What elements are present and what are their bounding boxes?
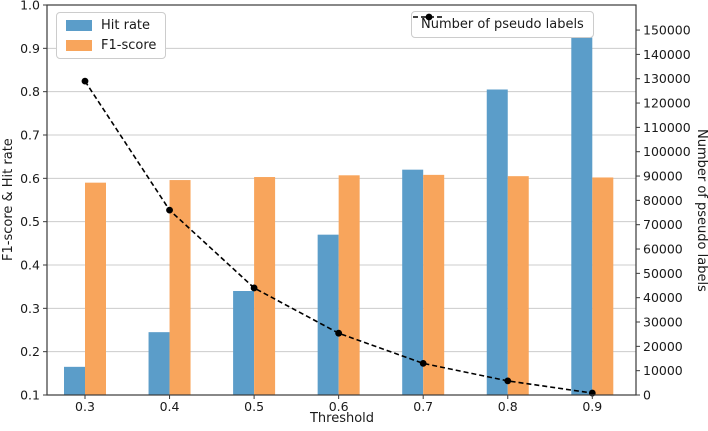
legend-item-f1-score: F1-score [66,38,156,53]
y-left-tick-label: 0.5 [20,214,40,229]
y-right-tick-label: 140000 [643,47,691,62]
legend-bars: Hit rate F1-score [56,12,167,59]
y-right-tick-label: 60000 [643,242,683,257]
y-right-tick-label: 50000 [643,266,683,281]
bar-f1-score [592,177,614,395]
x-tick-label: 0.4 [160,399,180,414]
y-left-tick-label: 0.6 [20,171,40,186]
y-right-tick-label: 40000 [643,290,683,305]
y-right-tick-label: 0 [643,388,651,403]
x-tick-label: 0.5 [244,399,264,414]
f1-score-swatch-icon [66,40,92,51]
bar-hit-rate [233,291,255,395]
legend-label-f1-score: F1-score [101,38,157,53]
bar-f1-score [85,182,106,395]
pseudo-labels-point [166,206,173,214]
y-left-tick-label: 0.2 [20,344,40,359]
x-tick-label: 0.7 [413,399,433,414]
bar-f1-score [169,180,191,395]
y-left-tick-label: 0.8 [20,84,40,99]
y-right-tick-label: 20000 [643,339,683,354]
y-right-tick-label: 120000 [643,96,691,111]
bar-hit-rate [148,332,170,395]
legend-line: Number of pseudo labels [411,11,594,38]
y-left-tick-label: 0.7 [20,128,40,143]
bar-f1-score [338,175,360,395]
legend-item-hit-rate: Hit rate [66,18,156,33]
x-tick-label: 0.9 [582,399,602,414]
x-tick-label: 0.8 [498,399,518,414]
pseudo-labels-point [81,77,89,85]
y-right-tick-label: 10000 [643,363,683,378]
y-right-tick-label: 150000 [643,23,691,38]
y-right-tick-label: 130000 [643,71,691,86]
y-left-tick-label: 1.0 [20,0,40,13]
pseudo-labels-point [335,329,343,337]
bar-f1-score [254,177,276,395]
y-axis-label-right: Number of pseudo labels [694,128,708,292]
hit-rate-swatch-icon [66,20,92,31]
y-axis-label-left: F1-score & Hit rate [1,138,16,262]
y-right-tick-label: 100000 [643,144,691,159]
y-left-tick-label: 0.9 [20,41,40,56]
y-right-tick-label: 90000 [643,169,683,184]
x-axis-label: Threshold [309,411,375,426]
x-tick-label: 0.6 [329,399,349,414]
legend-label-hit-rate: Hit rate [101,18,151,33]
bar-hit-rate [486,89,508,395]
y-left-tick-label: 0.4 [20,258,40,273]
y-right-tick-label: 80000 [643,193,683,208]
bar-hit-rate [402,169,424,395]
pseudo-labels-point [250,284,258,292]
y-right-tick-label: 30000 [643,315,683,330]
y-right-tick-label: 110000 [643,120,691,135]
x-tick-label: 0.3 [75,399,95,414]
bar-f1-score [507,176,529,395]
legend-label-pseudo-labels: Number of pseudo labels [421,17,584,32]
dashed-line-marker-icon [413,13,445,21]
y-left-tick-label: 0.1 [20,388,40,403]
pseudo-labels-point [419,359,427,367]
bar-hit-rate [571,37,593,395]
bar-f1-score [423,174,445,395]
y-right-tick-label: 70000 [643,217,683,232]
y-left-tick-label: 0.3 [20,301,40,316]
bar-hit-rate [64,366,85,395]
pseudo-labels-point [504,377,512,385]
bar-hit-rate [317,234,339,395]
